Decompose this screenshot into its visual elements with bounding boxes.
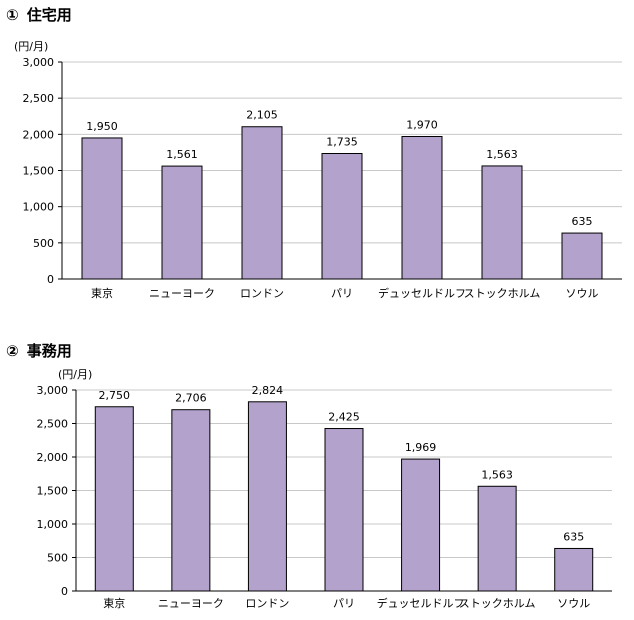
- y-tick-label: 2,500: [23, 92, 55, 105]
- bar: [401, 136, 443, 280]
- residential-chart: (円/月) 0 500 1,000 1,500 2,000 2,500 3,000 1,950 東…: [14, 40, 622, 300]
- x-tick-label: デュッセルドルフ: [377, 596, 465, 610]
- bar: [321, 153, 363, 280]
- x-tick-label: 東京: [91, 286, 113, 300]
- bar: [401, 458, 441, 592]
- section-title-text: 住宅用: [26, 6, 72, 24]
- x-tick-label: 東京: [103, 596, 125, 610]
- data-label: 2,706: [175, 392, 207, 405]
- x-tick-label: ソウル: [566, 287, 599, 300]
- y-tick-label: 3,000: [37, 384, 69, 397]
- x-tick-label: ストックホルム: [459, 597, 536, 610]
- bar: [324, 428, 364, 592]
- bar: [171, 409, 211, 592]
- office-chart: (円/月) 0 500 1,000 1,500 2,000 2,500 3,000 2,750 東…: [37, 368, 612, 610]
- x-tick-label: デュッセルドルフ: [378, 286, 466, 300]
- data-label: 2,105: [246, 109, 278, 122]
- data-label: 1,563: [481, 468, 513, 481]
- bar: [94, 406, 134, 592]
- unit-label: (円/月): [14, 40, 48, 53]
- bar: [81, 137, 123, 280]
- data-label: 1,970: [406, 119, 438, 132]
- bar: [481, 165, 523, 280]
- bar: [161, 165, 203, 280]
- y-tick-label: 0: [61, 585, 68, 598]
- y-tick-label: 2,000: [23, 128, 55, 141]
- section-title-text: 事務用: [26, 342, 72, 360]
- x-tick-label: パリ: [333, 597, 355, 610]
- y-tick-label: 2,000: [37, 451, 69, 464]
- data-label: 635: [572, 215, 593, 228]
- y-tick-label: 1,500: [23, 165, 55, 178]
- x-tick-label: ロンドン: [245, 597, 289, 610]
- x-tick-label: ニューヨーク: [149, 287, 215, 300]
- y-tick-label: 1,500: [37, 485, 69, 498]
- y-tick-label: 500: [33, 237, 54, 250]
- x-tick-label: ロンドン: [240, 287, 284, 300]
- data-label: 1,735: [326, 136, 358, 149]
- x-tick-label: パリ: [331, 287, 353, 300]
- data-label: 1,563: [486, 148, 518, 161]
- y-tick-label: 0: [47, 273, 54, 286]
- section-number: ①: [6, 6, 19, 24]
- x-tick-label: ニューヨーク: [158, 597, 224, 610]
- section-title-residential: ① 住宅用: [6, 4, 72, 25]
- y-tick-label: 1,000: [37, 518, 69, 531]
- section-number: ②: [6, 342, 19, 360]
- data-label: 2,425: [328, 411, 360, 424]
- data-label: 1,969: [405, 441, 437, 454]
- bar: [554, 547, 594, 592]
- bar: [241, 126, 283, 280]
- data-label: 635: [563, 530, 584, 543]
- y-tick-label: 1,000: [23, 201, 55, 214]
- data-label: 1,561: [166, 148, 198, 161]
- data-label: 2,750: [99, 389, 131, 402]
- section-title-office: ② 事務用: [6, 340, 72, 361]
- y-tick-label: 3,000: [23, 56, 55, 69]
- data-label: 2,824: [252, 384, 284, 397]
- x-tick-label: ソウル: [557, 597, 590, 610]
- bar: [247, 401, 287, 592]
- y-tick-label: 500: [47, 552, 68, 565]
- y-tick-label: 2,500: [37, 418, 69, 431]
- x-tick-label: ストックホルム: [464, 287, 541, 300]
- bar: [561, 232, 603, 280]
- data-label: 1,950: [86, 120, 118, 133]
- unit-label: (円/月): [58, 368, 92, 381]
- bar: [477, 485, 517, 592]
